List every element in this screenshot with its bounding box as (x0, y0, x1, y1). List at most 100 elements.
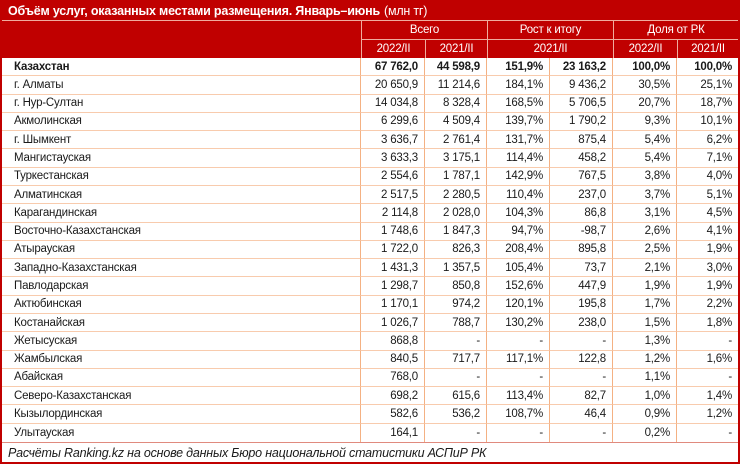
share-2021-cell: 4,5% (677, 204, 738, 223)
total-2021-cell: 44 598,9 (425, 58, 487, 77)
growth-absolute-cell: 458,2 (550, 149, 613, 168)
source-note-text: Расчёты Ranking.kz на основе данных Бюро… (8, 445, 487, 460)
region-name-cell: Костанайская (2, 313, 361, 333)
share-2022-cell: 5,4% (613, 149, 677, 168)
total-2021-cell: 615,6 (425, 387, 487, 406)
growth-absolute-cell: 238,0 (550, 313, 613, 333)
growth-absolute-cell: - (550, 332, 613, 351)
share-2022-cell: 1,0% (613, 387, 677, 406)
header-group-row: Всего Рост к итогу Доля от РК (2, 21, 738, 40)
header-name-spacer (2, 40, 361, 58)
growth-percent-cell: 94,7% (487, 222, 550, 241)
growth-percent-cell: 142,9% (487, 167, 550, 186)
growth-percent-cell: - (487, 368, 550, 388)
share-2021-cell: 1,6% (677, 351, 738, 369)
total-2021-cell: 1 847,3 (425, 222, 487, 241)
share-2022-cell: 0,2% (613, 423, 677, 442)
total-2022-cell: 2 114,8 (361, 204, 425, 223)
growth-absolute-cell: 195,8 (550, 295, 613, 314)
share-2021-cell: 1,2% (677, 405, 738, 424)
growth-percent-cell: 152,6% (487, 277, 550, 296)
region-name-cell: Казахстан (2, 58, 361, 77)
share-2021-cell: 1,9% (677, 241, 738, 260)
total-2021-cell: 2 028,0 (425, 204, 487, 223)
total-2021-cell: 717,7 (425, 350, 487, 369)
table-row: г. Алматы 20 650,9 11 214,6 184,1% 9 436… (2, 76, 738, 95)
growth-absolute-cell: 5 706,5 (550, 94, 613, 113)
share-2021-cell: 7,1% (677, 149, 738, 168)
region-name-cell: Актюбинская (2, 295, 361, 314)
growth-percent-cell: 104,3% (487, 204, 550, 223)
table-row: Западно-Казахстанская 1 431,3 1 357,5 10… (2, 259, 738, 278)
growth-percent-cell: 114,4% (487, 149, 550, 168)
share-2022-cell: 0,9% (613, 405, 677, 424)
growth-percent-cell: 110,4% (487, 185, 550, 205)
total-2022-cell: 768,0 (361, 368, 425, 388)
total-2021-cell: 1 357,5 (425, 259, 487, 278)
growth-percent-cell: 151,9% (487, 58, 550, 77)
share-2022-cell: 3,8% (613, 167, 677, 186)
share-2022-cell: 1,5% (613, 313, 677, 333)
growth-percent-cell: 120,1% (487, 295, 550, 314)
share-2021-cell: 6,2% (677, 131, 738, 150)
table-row: Павлодарская 1 298,7 850,8 152,6% 447,9 … (2, 277, 738, 296)
table-row: Кызылординская 582,6 536,2 108,7% 46,4 0… (2, 405, 738, 424)
region-name-cell: Акмолинская (2, 112, 361, 132)
growth-absolute-cell: 46,4 (550, 405, 613, 424)
share-2022-cell: 1,2% (613, 350, 677, 369)
table-row: Мангистауская 3 633,3 3 175,1 114,4% 458… (2, 149, 738, 168)
header-total-2022: 2022/II (361, 40, 425, 58)
total-2022-cell: 1 431,3 (361, 259, 425, 278)
region-name-cell: Северо-Казахстанская (2, 387, 361, 406)
share-2022-cell: 2,5% (613, 240, 677, 260)
total-2022-cell: 1 748,6 (361, 222, 425, 241)
growth-absolute-cell: 122,8 (550, 350, 613, 369)
growth-percent-cell: 208,4% (487, 240, 550, 260)
header-group-total: Всего (361, 21, 487, 40)
share-2021-cell: - (677, 369, 738, 388)
share-2022-cell: 100,0% (613, 58, 677, 77)
table-row: Туркестанская 2 554,6 1 787,1 142,9% 767… (2, 167, 738, 186)
total-2022-cell: 3 633,3 (361, 149, 425, 168)
total-2021-cell: 850,8 (425, 277, 487, 296)
growth-absolute-cell: 1 790,2 (550, 112, 613, 132)
share-2021-cell: 4,0% (677, 168, 738, 186)
total-2022-cell: 582,6 (361, 405, 425, 424)
share-2022-cell: 9,3% (613, 112, 677, 132)
growth-percent-cell: 130,2% (487, 313, 550, 333)
total-2022-cell: 868,8 (361, 332, 425, 351)
region-name-cell: Абайская (2, 368, 361, 388)
growth-absolute-cell: - (550, 423, 613, 442)
table-row: Акмолинская 6 299,6 4 509,4 139,7% 1 790… (2, 112, 738, 132)
growth-percent-cell: 168,5% (487, 94, 550, 113)
share-2021-cell: 10,1% (677, 113, 738, 132)
total-2021-cell: 2 280,5 (425, 185, 487, 205)
report-title: Объём услуг, оказанных местами размещени… (2, 2, 738, 21)
growth-absolute-cell: - (550, 368, 613, 388)
share-2021-cell: 1,4% (677, 387, 738, 406)
share-2022-cell: 3,7% (613, 185, 677, 205)
table-row: Алматинская 2 517,5 2 280,5 110,4% 237,0… (2, 185, 738, 205)
share-2021-cell: 3,0% (677, 259, 738, 278)
source-note: Расчёты Ranking.kz на основе данных Бюро… (2, 442, 738, 462)
share-2021-cell: 1,8% (677, 314, 738, 333)
data-grid: Казахстан 67 762,0 44 598,9 151,9% 23 16… (2, 58, 738, 442)
table-row: Карагандинская 2 114,8 2 028,0 104,3% 86… (2, 204, 738, 223)
share-2022-cell: 1,7% (613, 295, 677, 314)
region-name-cell: Восточно-Казахстанская (2, 222, 361, 241)
growth-percent-cell: - (487, 332, 550, 351)
share-2021-cell: 100,0% (677, 58, 738, 77)
region-name-cell: г. Нур-Султан (2, 94, 361, 113)
region-name-cell: Алматинская (2, 185, 361, 205)
region-name-cell: Улытауская (2, 423, 361, 442)
total-2021-cell: - (425, 423, 487, 442)
region-name-cell: Жамбылская (2, 350, 361, 369)
total-2022-cell: 3 636,7 (361, 131, 425, 150)
table-row: Улытауская 164,1 - - - 0,2% - (2, 423, 738, 442)
share-2022-cell: 1,9% (613, 277, 677, 296)
growth-absolute-cell: 875,4 (550, 131, 613, 150)
share-2021-cell: - (677, 332, 738, 351)
total-2022-cell: 840,5 (361, 350, 425, 369)
total-2021-cell: - (425, 332, 487, 351)
total-2022-cell: 6 299,6 (361, 112, 425, 132)
